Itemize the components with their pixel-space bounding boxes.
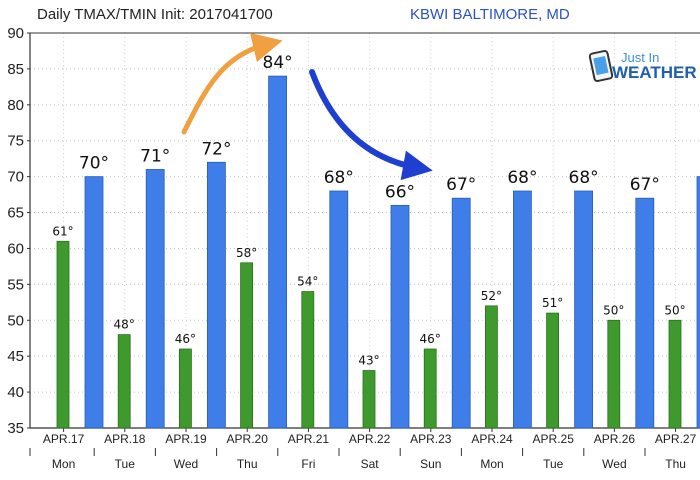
tmax-bar bbox=[696, 176, 700, 429]
x-date-label: APR.24 bbox=[471, 432, 513, 446]
logo-line2: WEATHER bbox=[612, 63, 697, 82]
x-date-label: APR.17 bbox=[43, 432, 85, 446]
tmax-bar bbox=[329, 190, 349, 429]
y-tick-label: 65 bbox=[7, 205, 24, 222]
x-date-label: APR.23 bbox=[410, 432, 452, 446]
tmax-bar bbox=[206, 161, 226, 429]
x-day-label: Mon bbox=[480, 457, 503, 471]
chart-title: Daily TMAX/TMIN Init: 2017041700 bbox=[37, 6, 273, 23]
trend-arrows bbox=[181, 32, 433, 181]
x-day-label: Tue bbox=[115, 457, 136, 471]
tmin-label: 52° bbox=[481, 289, 502, 303]
tmin-bar bbox=[56, 240, 70, 429]
tmin-bar bbox=[301, 291, 315, 429]
value-labels: 61° 70° 48° 71° 46° 72° 58° 84° 54° 68° 43° 66° 46° 6… bbox=[52, 53, 685, 368]
tmin-label: 46° bbox=[420, 332, 441, 346]
y-tick-label: 85 bbox=[7, 61, 24, 78]
tmax-label: 67° bbox=[446, 175, 476, 195]
tmax-bar bbox=[513, 190, 532, 429]
tmax-label: 68° bbox=[324, 168, 354, 188]
tmin-bar bbox=[117, 334, 131, 429]
tmin-bar bbox=[362, 370, 376, 429]
tmax-label: 68° bbox=[507, 168, 537, 188]
x-date-label: APR.25 bbox=[533, 432, 575, 446]
x-date-label: APR.21 bbox=[288, 432, 330, 446]
tmax-bar bbox=[451, 197, 471, 429]
tmin-label: 58° bbox=[236, 246, 257, 260]
tmin-label: 50° bbox=[664, 303, 685, 317]
y-tick-label: 50 bbox=[7, 312, 24, 329]
y-tick-label: 45 bbox=[7, 348, 24, 365]
tmax-label: 70° bbox=[79, 154, 109, 174]
y-tick-label: 80 bbox=[7, 97, 24, 114]
rising-arrow bbox=[181, 32, 283, 135]
falling-arrow bbox=[309, 69, 433, 181]
tmax-label: 72° bbox=[201, 139, 231, 159]
x-day-label: Tue bbox=[543, 457, 564, 471]
x-date-label: APR.18 bbox=[104, 432, 146, 446]
y-tick-label: 75 bbox=[7, 133, 24, 150]
y-tick-label: 40 bbox=[7, 384, 24, 401]
tmin-label: 46° bbox=[175, 332, 196, 346]
y-axis: 35 40 45 50 55 60 65 70 75 80 85 90 bbox=[7, 25, 700, 437]
x-date-label: APR.27 bbox=[655, 432, 697, 446]
y-tick-label: 90 bbox=[7, 25, 24, 42]
x-axis: APR.17 Mon APR.18 Tue APR.19 Wed APR.20 Thu APR.… bbox=[29, 427, 700, 471]
y-tick-label: 70 bbox=[7, 169, 24, 186]
tmax-label: 68° bbox=[569, 168, 599, 188]
just-in-weather-logo: Just In WEATHER bbox=[588, 49, 697, 83]
tmin-label: 51° bbox=[542, 296, 563, 310]
tmax-bar bbox=[574, 190, 593, 429]
tmin-bar bbox=[607, 319, 621, 429]
y-tick-label: 55 bbox=[7, 276, 24, 293]
x-date-label: APR.20 bbox=[227, 432, 269, 446]
tmin-bar bbox=[484, 305, 498, 429]
x-date-label: APR.19 bbox=[165, 432, 207, 446]
tmax-label: 71° bbox=[140, 146, 170, 166]
tmax-bar bbox=[268, 75, 288, 429]
tmin-bar bbox=[240, 262, 254, 429]
logo-line1: Just In bbox=[621, 50, 659, 65]
tmin-label: 61° bbox=[52, 224, 73, 238]
tmax-bar bbox=[145, 169, 165, 429]
tmin-label: 50° bbox=[603, 303, 624, 317]
tmax-label: 67° bbox=[630, 175, 660, 195]
tmax-bar bbox=[635, 197, 655, 429]
x-date-label: APR.22 bbox=[349, 432, 391, 446]
tmax-label: 84° bbox=[263, 53, 293, 73]
x-day-label: Wed bbox=[602, 457, 626, 471]
tmin-bar bbox=[423, 348, 437, 429]
tmax-bar bbox=[390, 204, 410, 429]
y-tick-label: 35 bbox=[7, 420, 24, 437]
x-day-label: Wed bbox=[174, 457, 198, 471]
y-tick-label: 60 bbox=[7, 240, 24, 257]
tmin-bar bbox=[546, 312, 559, 429]
tmin-label: 48° bbox=[114, 318, 135, 332]
x-day-label: Thu bbox=[237, 457, 258, 471]
tmin-label: 54° bbox=[297, 275, 318, 289]
x-day-label: Fri bbox=[301, 457, 315, 471]
tmin-bar bbox=[668, 319, 682, 429]
tmax-label: 66° bbox=[385, 182, 415, 202]
tmin-bar bbox=[178, 348, 192, 429]
tmax-bar bbox=[84, 176, 104, 429]
x-day-label: Mon bbox=[52, 457, 75, 471]
x-day-label: Sun bbox=[420, 457, 441, 471]
bars bbox=[56, 75, 700, 429]
x-day-label: Thu bbox=[665, 457, 686, 471]
tmin-label: 43° bbox=[358, 354, 379, 368]
x-day-label: Sat bbox=[361, 457, 380, 471]
phone-icon bbox=[588, 49, 614, 83]
station-label: KBWI BALTIMORE, MD bbox=[410, 6, 570, 23]
x-date-label: APR.26 bbox=[594, 432, 636, 446]
